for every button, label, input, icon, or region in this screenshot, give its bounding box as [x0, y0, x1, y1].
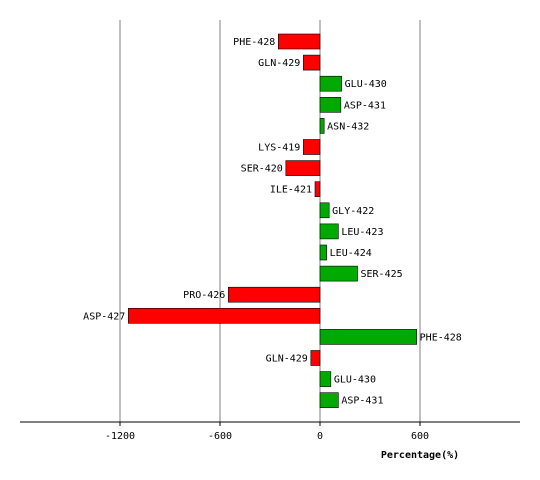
bar-label: ASP-431 — [341, 396, 383, 407]
bar-label: GLU-430 — [334, 375, 376, 386]
tick-label: -1200 — [105, 431, 135, 442]
bar — [319, 371, 332, 387]
bar-label: GLN-429 — [258, 58, 300, 69]
bar-label: ILE-421 — [270, 185, 312, 196]
bar — [128, 307, 321, 324]
bar — [319, 97, 342, 113]
bar — [310, 350, 321, 366]
bar — [319, 244, 327, 261]
bar — [319, 223, 339, 240]
bar — [319, 75, 342, 92]
bar — [278, 33, 321, 50]
bar-label: GLU-430 — [345, 79, 387, 90]
bar — [228, 286, 321, 303]
tick-label: 600 — [411, 431, 429, 442]
bar — [319, 392, 339, 409]
bar — [319, 329, 417, 345]
bar-label: LEU-424 — [330, 248, 372, 259]
bar — [303, 54, 321, 71]
bar — [319, 202, 330, 219]
bar-label: ASP-431 — [344, 100, 386, 111]
bar-label: GLY-422 — [332, 206, 374, 217]
tick-label: -600 — [208, 431, 232, 442]
x-axis-title: Percentage(%) — [381, 450, 459, 461]
bar-label: ASP-427 — [83, 311, 125, 322]
bars — [128, 33, 417, 409]
bar-label: LYS-419 — [258, 143, 300, 154]
bar-label: PHE-428 — [420, 332, 462, 343]
bar — [319, 118, 325, 134]
bar-label: ASN-432 — [327, 121, 369, 132]
bar-labels: PHE-428 GLN-429 GLU-430 ASP-431 ASN-432 LYS-4… — [83, 37, 462, 407]
bar-label: SER-420 — [241, 164, 283, 175]
bar-label: LEU-423 — [341, 227, 383, 238]
bar — [319, 265, 358, 282]
bar-label: PRO-426 — [183, 290, 225, 301]
bar — [303, 139, 321, 155]
bar-label: GLN-429 — [266, 354, 308, 365]
bar — [285, 160, 321, 176]
x-axis-ticks: -1200 -600 0 600 — [105, 422, 429, 442]
bar — [314, 181, 321, 197]
tick-label: 0 — [317, 431, 323, 442]
bar-label: SER-425 — [361, 269, 403, 280]
bar-label: PHE-428 — [233, 37, 275, 48]
